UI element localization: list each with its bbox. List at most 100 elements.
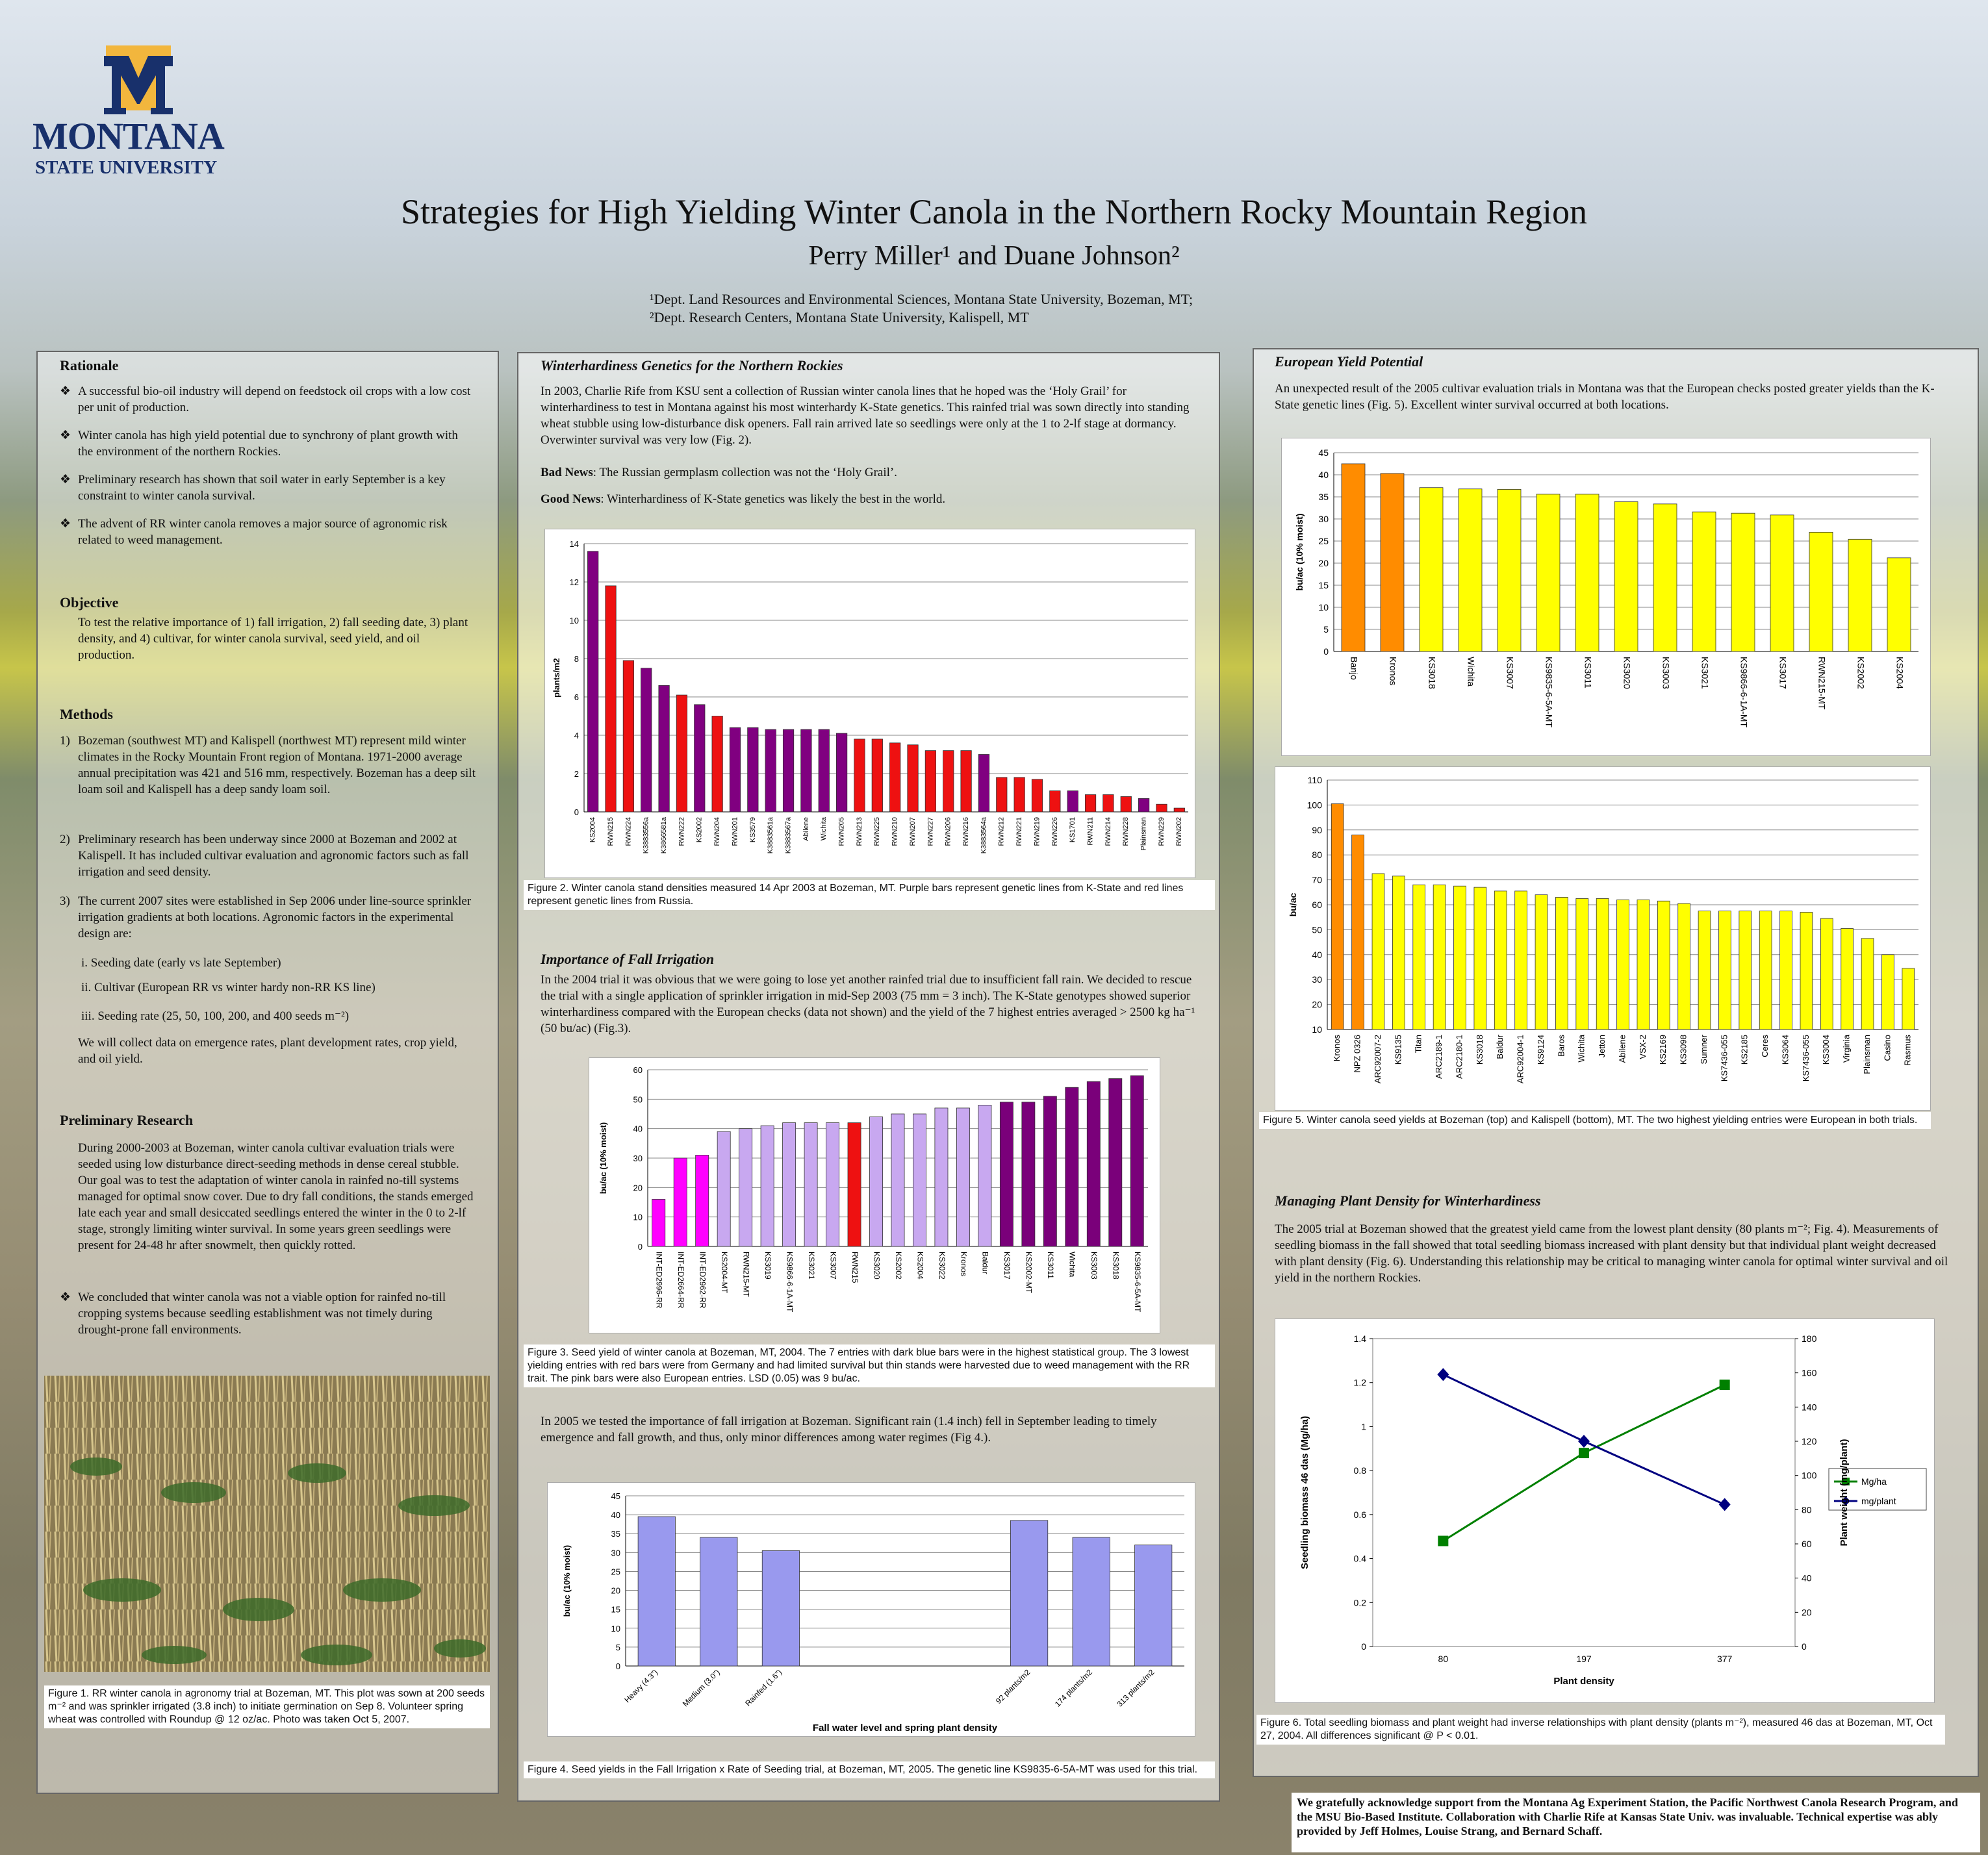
prelim-bullet: ❖ We concluded that winter canola was not… bbox=[60, 1291, 446, 1337]
x-tick-label: KS3007 bbox=[1505, 657, 1515, 689]
bar bbox=[1841, 928, 1854, 1030]
bar bbox=[1120, 796, 1132, 813]
bar bbox=[826, 1122, 840, 1247]
bar bbox=[1887, 557, 1911, 652]
x-tick-label: KS7436-055 bbox=[1801, 1035, 1811, 1081]
x-tick-label: Ceres bbox=[1760, 1035, 1770, 1057]
fall-irrigation-heading: Importance of Fall Irrigation bbox=[541, 951, 715, 967]
y-tick-label: 40 bbox=[633, 1124, 643, 1134]
x-tick-label: Rainfed (1.6") bbox=[743, 1667, 784, 1708]
x-tick-label: Abilene bbox=[802, 817, 810, 841]
bar bbox=[1331, 803, 1344, 1030]
bar bbox=[605, 585, 617, 813]
figure-6-chart: 0 0.2 0.4 0.6 0.8 1 1.2 1.4 0 20 40 60 80 100 120 140 16… bbox=[1299, 1333, 1927, 1687]
x-tick-label: KS9866-6-1A-MT bbox=[785, 1252, 794, 1313]
x-tick-label: KS2002 bbox=[1855, 657, 1866, 689]
bar bbox=[1535, 894, 1548, 1030]
bar bbox=[1031, 779, 1043, 813]
figure-5-bozeman-chart: 0 5 10 15 20 25 30 35 40 45 Banjo Kronos KS3018 Wichi… bbox=[1294, 448, 1918, 727]
bar bbox=[1086, 1081, 1101, 1247]
y-tick-label: 4 bbox=[574, 731, 579, 740]
factor-item: iii. Seeding rate (25, 50, 100, 200, and… bbox=[81, 1009, 350, 1023]
objective-text: To test the relative importance of 1) fa… bbox=[78, 616, 468, 662]
x-tick-label: KS3579 bbox=[749, 817, 757, 842]
x-tick-label: Sumner bbox=[1699, 1034, 1709, 1064]
x-tick-label: KS1701 bbox=[1069, 817, 1077, 842]
x-tick-label: K3883561a bbox=[767, 816, 774, 853]
bar bbox=[1134, 1545, 1173, 1667]
bar bbox=[637, 1516, 676, 1667]
bar bbox=[800, 729, 812, 813]
bar bbox=[978, 754, 990, 813]
bar bbox=[676, 694, 688, 813]
plot-area bbox=[1372, 1338, 1796, 1647]
x-tick-label: KS2004 bbox=[915, 1252, 924, 1280]
figure-4-chart: 0 5 10 15 20 25 30 35 40 45 Heavy (4.3") Medium (3.… bbox=[562, 1491, 1184, 1734]
x-tick-label: 174 plants/m2 bbox=[1053, 1667, 1094, 1708]
y-tick-label: 35 bbox=[1318, 492, 1329, 502]
bar bbox=[1657, 900, 1670, 1030]
x-tick-label: RWN212 bbox=[998, 817, 1006, 846]
bar bbox=[1902, 968, 1915, 1030]
x-tick-label: KS3019 bbox=[763, 1252, 772, 1280]
x-tick-label: RWN214 bbox=[1104, 817, 1112, 846]
x-tick-label: Plainsman bbox=[1140, 817, 1148, 850]
bar bbox=[871, 738, 883, 813]
x-tick-label: Banjo bbox=[1349, 657, 1359, 680]
bar bbox=[1820, 918, 1833, 1030]
x-tick-label: INT-ED2664-RR bbox=[676, 1252, 685, 1309]
x-tick-label: Titan bbox=[1414, 1035, 1423, 1053]
y-tick-label: 50 bbox=[633, 1094, 643, 1104]
acknowledgements: We gratefully acknowledge support from t… bbox=[1292, 1793, 1980, 1852]
y2-tick-label: 20 bbox=[1802, 1607, 1812, 1617]
y-tick-label: 10 bbox=[1312, 1024, 1322, 1035]
x-tick-label: Wichita bbox=[1068, 1252, 1077, 1278]
y-axis-title: bu/ac (10% moist) bbox=[1294, 513, 1305, 590]
x-tick-label: RWN215-MT bbox=[741, 1252, 750, 1297]
bar bbox=[804, 1122, 818, 1247]
x-tick-label: Medium (3.0") bbox=[681, 1667, 722, 1708]
bar bbox=[782, 1122, 796, 1247]
bar bbox=[1718, 911, 1731, 1030]
bar bbox=[1809, 531, 1833, 652]
x-tick-label: KS3021 bbox=[807, 1252, 816, 1280]
y-tick-label: 10 bbox=[570, 616, 579, 625]
y-tick-label: 30 bbox=[633, 1154, 643, 1163]
y2-tick-label: 120 bbox=[1802, 1436, 1817, 1446]
y-tick-label: 8 bbox=[574, 654, 579, 664]
y-tick-label: 25 bbox=[611, 1567, 620, 1576]
bar bbox=[1072, 1537, 1110, 1667]
x-tick-label: KS3011 bbox=[1583, 657, 1593, 688]
bar bbox=[711, 716, 723, 813]
objective-heading: Objective bbox=[60, 594, 119, 611]
y2-tick-label: 100 bbox=[1802, 1470, 1817, 1481]
methods-item: 2) Preliminary research has been underway… bbox=[60, 833, 469, 879]
bar bbox=[854, 738, 865, 813]
prelim-text: During 2000-2003 at Bozeman, winter cano… bbox=[78, 1141, 474, 1252]
y-tick-label: 1.2 bbox=[1354, 1378, 1367, 1388]
data-point bbox=[1438, 1535, 1449, 1546]
affiliation-1: ¹Dept. Land Resources and Environmental … bbox=[650, 291, 1193, 307]
x-tick-label: KS3003 bbox=[1090, 1252, 1099, 1280]
bar bbox=[1800, 912, 1813, 1030]
y-tick-label: 5 bbox=[1323, 624, 1329, 635]
x-tick-label: K3883564a bbox=[980, 816, 988, 853]
bar bbox=[1739, 911, 1752, 1030]
x-tick-label: RWN216 bbox=[962, 817, 970, 846]
bar bbox=[1575, 494, 1599, 652]
x-tick-label: KS2002-MT bbox=[1025, 1252, 1034, 1294]
y-tick-label: 1.4 bbox=[1354, 1333, 1367, 1344]
x-tick-label: RWN221 bbox=[1015, 817, 1023, 846]
rationale-item: ❖ The advent of RR winter canola removes … bbox=[60, 517, 448, 547]
bar bbox=[760, 1125, 774, 1247]
x-tick-label: NPZ 0326 bbox=[1353, 1035, 1362, 1073]
x-tick-label: Virginia bbox=[1842, 1034, 1852, 1063]
bar bbox=[960, 750, 972, 813]
x-tick-label: RWN202 bbox=[1175, 817, 1183, 846]
x-tick-label: Plainsman bbox=[1862, 1035, 1872, 1074]
y-tick-label: 0.8 bbox=[1354, 1465, 1367, 1476]
bar bbox=[1392, 876, 1405, 1030]
y-tick-label: 90 bbox=[1312, 825, 1322, 835]
y-tick-label: 30 bbox=[1312, 974, 1322, 985]
y-tick-label: 0 bbox=[1361, 1641, 1366, 1652]
